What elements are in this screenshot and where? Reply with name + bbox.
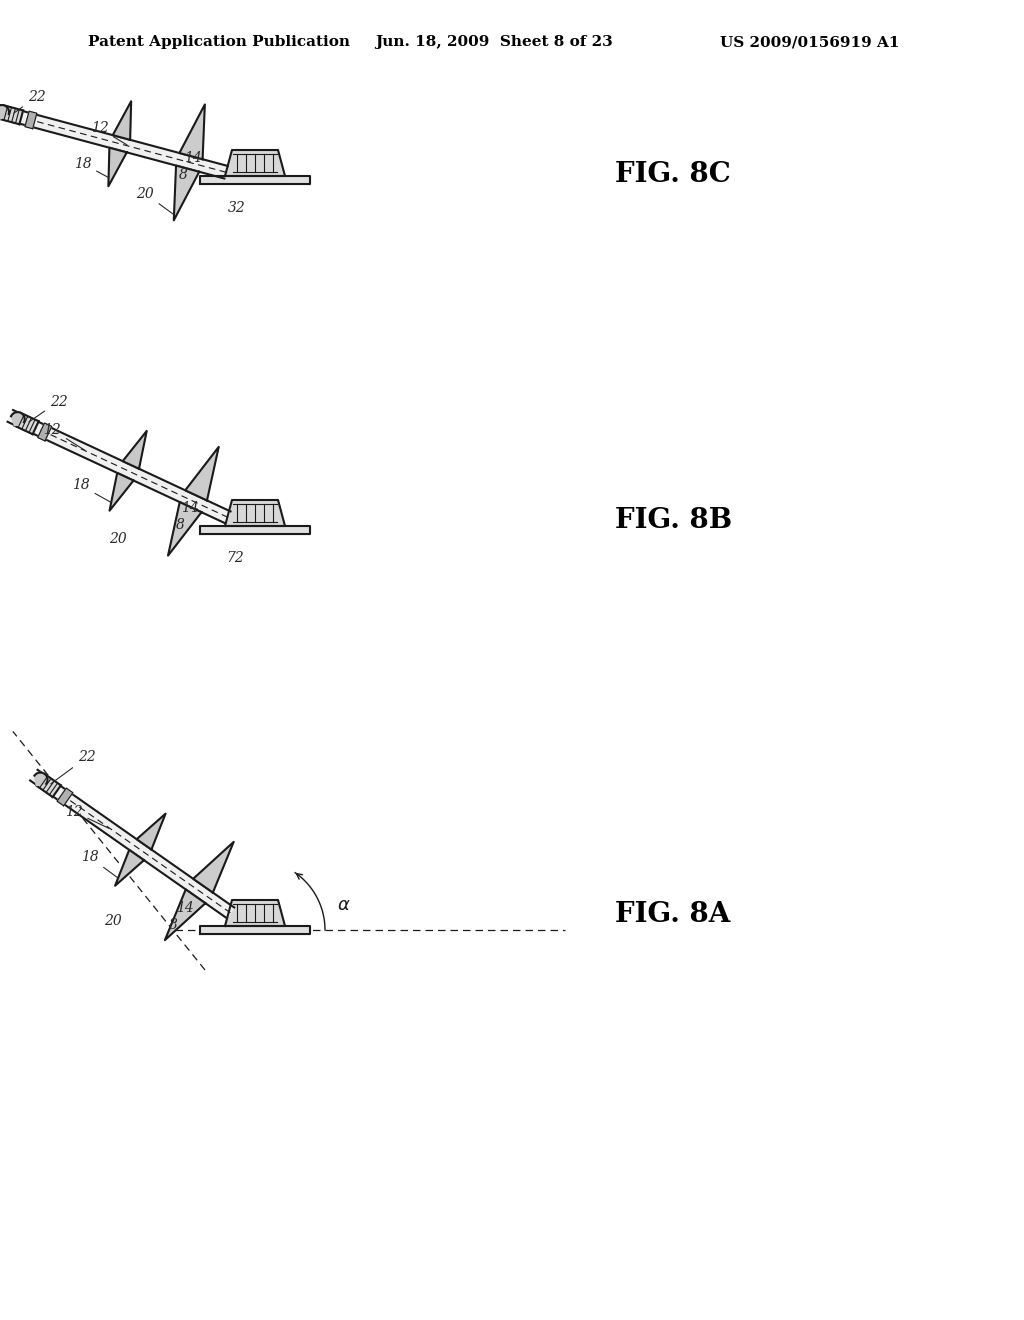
Polygon shape	[25, 111, 37, 129]
Polygon shape	[225, 500, 285, 525]
Text: 22: 22	[29, 395, 68, 422]
Polygon shape	[168, 502, 202, 556]
Text: 8: 8	[169, 917, 177, 932]
Polygon shape	[57, 788, 73, 805]
Text: 14: 14	[181, 502, 199, 515]
Polygon shape	[179, 104, 205, 160]
Text: 8: 8	[175, 517, 184, 532]
Text: 12: 12	[43, 422, 85, 450]
Text: 18: 18	[72, 478, 111, 502]
Polygon shape	[174, 165, 200, 220]
Polygon shape	[11, 412, 25, 426]
Polygon shape	[194, 842, 233, 892]
Text: 8: 8	[178, 168, 187, 182]
Polygon shape	[136, 813, 166, 850]
Polygon shape	[185, 447, 219, 500]
Text: 20: 20	[103, 913, 122, 928]
Text: 22: 22	[14, 90, 45, 114]
Polygon shape	[35, 772, 47, 785]
Text: Jun. 18, 2009  Sheet 8 of 23: Jun. 18, 2009 Sheet 8 of 23	[375, 36, 612, 49]
Text: 12: 12	[90, 121, 127, 145]
Text: 14: 14	[176, 902, 194, 915]
Polygon shape	[14, 413, 39, 434]
Polygon shape	[113, 102, 131, 140]
Polygon shape	[115, 850, 144, 886]
Text: 72: 72	[226, 550, 244, 565]
Polygon shape	[0, 106, 24, 124]
Text: 22: 22	[51, 751, 95, 784]
Polygon shape	[30, 770, 234, 919]
Polygon shape	[110, 473, 133, 511]
Polygon shape	[38, 422, 52, 441]
Text: 12: 12	[65, 805, 110, 829]
Polygon shape	[200, 927, 310, 935]
Text: FIG. 8C: FIG. 8C	[615, 161, 731, 189]
Text: 18: 18	[81, 850, 118, 878]
Text: Patent Application Publication: Patent Application Publication	[88, 36, 350, 49]
Polygon shape	[0, 104, 227, 178]
Polygon shape	[36, 774, 60, 797]
Text: FIG. 8B: FIG. 8B	[615, 507, 732, 533]
Text: 18: 18	[74, 157, 108, 177]
Polygon shape	[165, 890, 206, 940]
Polygon shape	[200, 525, 310, 535]
Text: 32: 32	[228, 201, 246, 215]
Text: FIG. 8A: FIG. 8A	[615, 902, 730, 928]
Polygon shape	[123, 430, 146, 469]
Polygon shape	[7, 411, 230, 523]
Text: 14: 14	[184, 150, 202, 165]
Polygon shape	[225, 150, 285, 176]
Text: US 2009/0156919 A1: US 2009/0156919 A1	[720, 36, 899, 49]
Text: $\alpha$: $\alpha$	[337, 896, 350, 913]
Polygon shape	[0, 106, 9, 119]
Text: 20: 20	[110, 532, 127, 546]
Text: 20: 20	[136, 186, 173, 214]
Polygon shape	[109, 148, 127, 186]
Polygon shape	[225, 900, 285, 927]
Polygon shape	[200, 176, 310, 183]
